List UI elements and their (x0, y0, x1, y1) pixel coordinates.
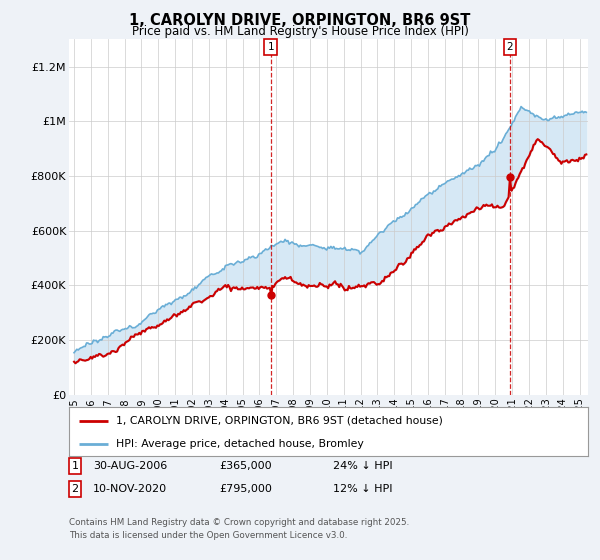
Text: 2: 2 (71, 484, 79, 494)
Text: Price paid vs. HM Land Registry's House Price Index (HPI): Price paid vs. HM Land Registry's House … (131, 25, 469, 38)
Text: 1: 1 (71, 461, 79, 471)
Text: £795,000: £795,000 (219, 484, 272, 494)
Text: 2: 2 (506, 43, 513, 53)
Text: 1: 1 (268, 43, 274, 53)
Text: HPI: Average price, detached house, Bromley: HPI: Average price, detached house, Brom… (116, 438, 364, 449)
Text: 1, CAROLYN DRIVE, ORPINGTON, BR6 9ST: 1, CAROLYN DRIVE, ORPINGTON, BR6 9ST (130, 13, 470, 28)
Text: 30-AUG-2006: 30-AUG-2006 (93, 461, 167, 471)
Text: £365,000: £365,000 (219, 461, 272, 471)
Text: 10-NOV-2020: 10-NOV-2020 (93, 484, 167, 494)
Text: 24% ↓ HPI: 24% ↓ HPI (333, 461, 392, 471)
Text: 1, CAROLYN DRIVE, ORPINGTON, BR6 9ST (detached house): 1, CAROLYN DRIVE, ORPINGTON, BR6 9ST (de… (116, 416, 443, 426)
Text: 12% ↓ HPI: 12% ↓ HPI (333, 484, 392, 494)
Text: Contains HM Land Registry data © Crown copyright and database right 2025.
This d: Contains HM Land Registry data © Crown c… (69, 519, 409, 540)
